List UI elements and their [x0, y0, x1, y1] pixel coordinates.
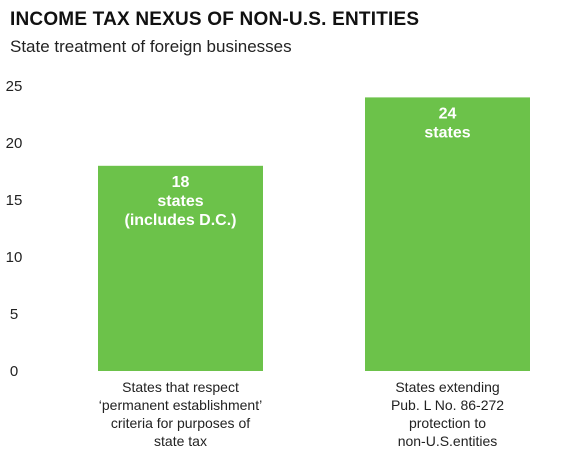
y-tick-label: 25 [6, 78, 23, 95]
category-label: non-U.S.entities [398, 433, 498, 449]
category-label: protection to [409, 415, 486, 431]
data-label: states [157, 193, 203, 210]
chart-subtitle: State treatment of foreign businesses [10, 37, 292, 56]
y-tick-label: 20 [6, 135, 23, 152]
category-label: States extending [395, 379, 499, 395]
bar [365, 97, 530, 372]
data-label: (includes D.C.) [124, 212, 236, 229]
category-label: Pub. L No. 86-272 [391, 397, 504, 413]
y-tick-label: 15 [6, 192, 23, 209]
y-tick-label: 0 [10, 363, 18, 380]
chart-title: INCOME TAX NEXUS OF NON-U.S. ENTITIES [10, 9, 420, 30]
category-label: criteria for purposes of [111, 415, 250, 431]
data-label: states [424, 124, 470, 141]
data-label: 18 [172, 174, 190, 191]
category-label: ‘permanent establishment’ [99, 397, 262, 413]
y-tick-label: 5 [10, 306, 18, 323]
bar [98, 165, 263, 371]
y-tick-label: 10 [6, 249, 23, 266]
category-label: States that respect [122, 379, 239, 395]
data-label: 24 [439, 105, 457, 122]
category-label: state tax [154, 433, 207, 449]
